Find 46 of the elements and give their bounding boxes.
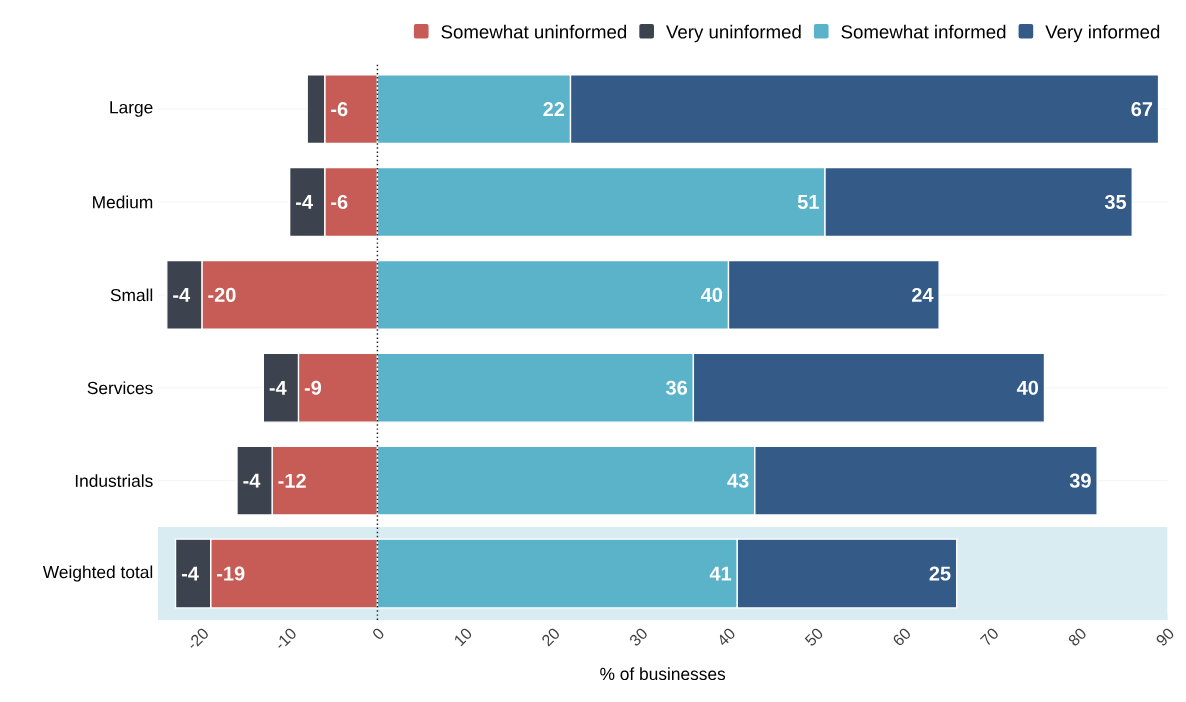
data-label: 35 — [1104, 194, 1127, 210]
x-tick-label: 60 — [893, 628, 910, 646]
y-tick-label: Medium — [93, 195, 153, 209]
y-tick-label: Large — [110, 101, 153, 117]
data-label: -20 — [208, 287, 236, 302]
data-label: -4 — [243, 473, 261, 488]
y-tick-label: Weighted total — [42, 565, 153, 582]
legend-label: Somewhat informed — [841, 24, 1006, 39]
data-label: -6 — [331, 102, 348, 117]
x-tick-label: 30 — [630, 628, 647, 646]
data-label: -4 — [296, 195, 313, 209]
data-label: -4 — [269, 380, 287, 395]
data-label: 25 — [929, 566, 951, 581]
x-tick-label: 50 — [804, 628, 823, 646]
y-tick-label: Industrials — [75, 474, 153, 488]
legend-label: Very uninformed — [666, 24, 801, 43]
x-tick-label: -20 — [190, 628, 208, 648]
x-tick-label: 10 — [455, 628, 472, 647]
data-label: -12 — [278, 473, 306, 488]
data-label: 43 — [727, 473, 749, 488]
y-tick-label: Small — [110, 288, 153, 302]
x-tick-label: 70 — [979, 628, 998, 646]
data-label: -4 — [173, 288, 191, 302]
data-label: -4 — [181, 566, 199, 581]
data-label: 39 — [1069, 473, 1091, 488]
y-tick-label: Services — [87, 381, 153, 395]
data-label: 51 — [797, 195, 819, 209]
data-label: 24 — [911, 287, 934, 302]
x-axis-title: % of businesses — [600, 667, 726, 681]
legend-label: Somewhat uninformed — [441, 24, 627, 39]
x-tick-label: -10 — [278, 628, 296, 648]
data-label: -9 — [304, 380, 322, 395]
data-label: 40 — [1016, 380, 1039, 395]
legend-label: Very informed — [1045, 24, 1160, 43]
data-label: -19 — [217, 566, 245, 581]
data-label: -6 — [331, 194, 348, 210]
data-label: 41 — [709, 566, 732, 581]
x-tick-label: 20 — [542, 628, 559, 647]
data-label: 22 — [543, 102, 565, 117]
x-tick-label: 0 — [373, 628, 384, 639]
x-tick-label: 40 — [719, 628, 735, 646]
data-label: 36 — [666, 380, 688, 395]
x-tick-label: 80 — [1068, 628, 1086, 646]
data-label: 40 — [700, 287, 723, 302]
x-tick-label: 90 — [1156, 628, 1174, 646]
data-label: 67 — [1131, 102, 1153, 117]
